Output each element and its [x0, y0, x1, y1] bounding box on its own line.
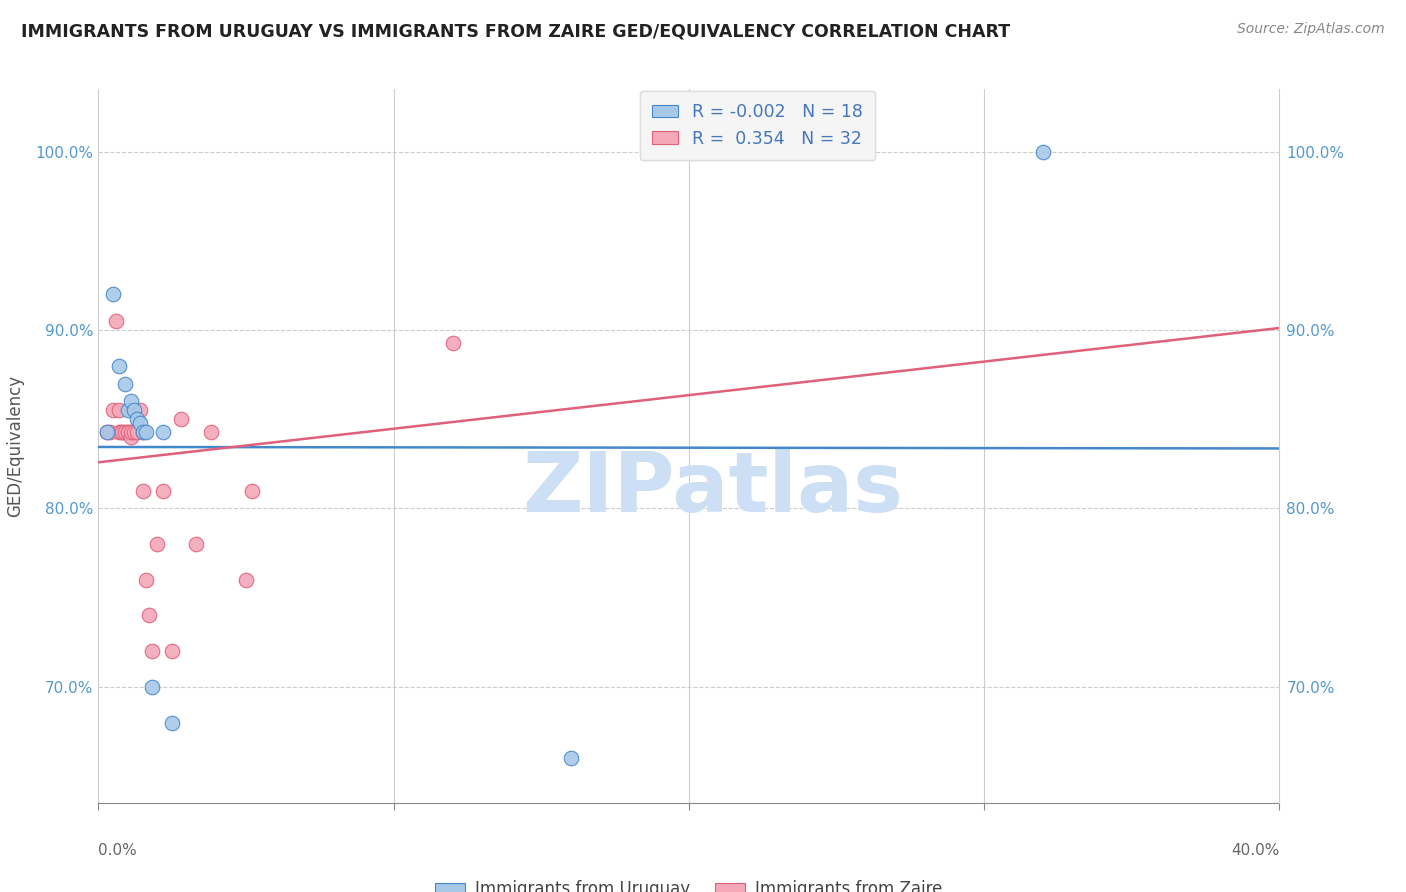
Point — [1032, 145, 1054, 159]
Point — [146, 537, 169, 551]
Y-axis label: GED/Equivalency: GED/Equivalency — [7, 375, 24, 517]
Point — [128, 403, 150, 417]
Point — [105, 314, 128, 328]
Point — [108, 359, 131, 373]
Point — [235, 573, 257, 587]
Point — [117, 403, 139, 417]
Point — [441, 335, 464, 350]
Text: 40.0%: 40.0% — [1232, 843, 1279, 858]
Point — [135, 425, 157, 439]
Point — [120, 430, 142, 444]
Text: 0.0%: 0.0% — [98, 843, 138, 858]
Point — [108, 403, 131, 417]
Point — [152, 483, 174, 498]
Point — [114, 425, 136, 439]
Text: IMMIGRANTS FROM URUGUAY VS IMMIGRANTS FROM ZAIRE GED/EQUIVALENCY CORRELATION CHA: IMMIGRANTS FROM URUGUAY VS IMMIGRANTS FR… — [21, 22, 1011, 40]
Point — [162, 644, 183, 658]
Point — [128, 416, 150, 430]
Point — [200, 425, 222, 439]
Point — [170, 412, 193, 426]
Point — [96, 425, 118, 439]
Point — [111, 425, 134, 439]
Text: ZIPatlas: ZIPatlas — [522, 449, 903, 529]
Legend: R = -0.002   N = 18, R =  0.354   N = 32: R = -0.002 N = 18, R = 0.354 N = 32 — [640, 91, 875, 160]
Point — [240, 483, 263, 498]
Point — [132, 483, 155, 498]
Point — [120, 425, 142, 439]
Point — [120, 394, 142, 409]
Point — [122, 403, 145, 417]
Point — [132, 425, 155, 439]
Point — [117, 425, 139, 439]
Point — [103, 403, 125, 417]
Point — [135, 573, 157, 587]
Point — [141, 680, 163, 694]
Point — [138, 608, 160, 623]
Point — [125, 425, 148, 439]
Point — [132, 425, 155, 439]
Point — [114, 376, 136, 391]
Point — [98, 425, 121, 439]
Point — [122, 425, 145, 439]
Point — [141, 644, 163, 658]
Point — [103, 287, 125, 301]
Point — [184, 537, 207, 551]
Point — [125, 412, 148, 426]
Text: Source: ZipAtlas.com: Source: ZipAtlas.com — [1237, 22, 1385, 37]
Point — [96, 425, 118, 439]
Point — [152, 425, 174, 439]
Point — [111, 425, 134, 439]
Point — [560, 751, 582, 765]
Point — [678, 145, 700, 159]
Point — [162, 715, 183, 730]
Point — [108, 425, 131, 439]
Point — [117, 425, 139, 439]
